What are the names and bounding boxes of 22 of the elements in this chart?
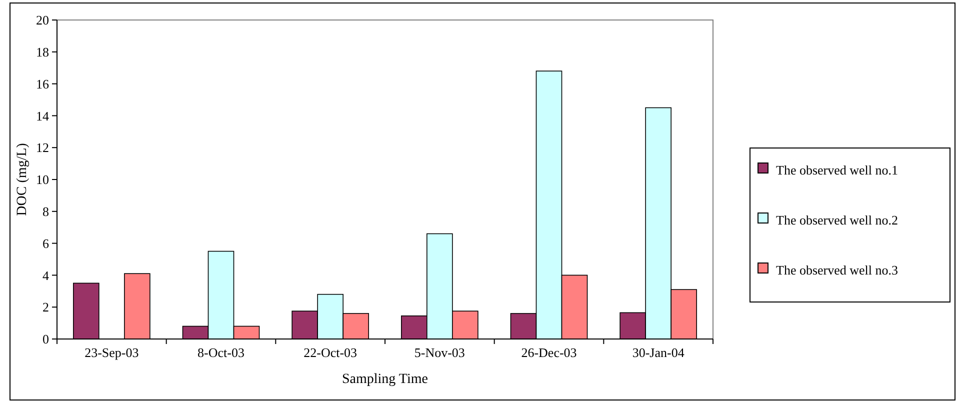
legend-label: The observed well no.1 (776, 162, 898, 178)
y-axis-title: DOC (mg/L) (15, 142, 30, 216)
y-tick-label: 16 (36, 76, 50, 92)
x-tick-label: 26-Dec-03 (521, 345, 577, 360)
y-tick-label: 0 (42, 332, 49, 347)
y-tick-label: 8 (42, 204, 49, 219)
y-tick-label: 4 (42, 268, 50, 283)
y-tick-label: 14 (36, 108, 50, 124)
x-axis-title: Sampling Time (342, 372, 428, 387)
y-tick-label: 10 (36, 172, 49, 188)
y-tick-label: 12 (36, 140, 49, 156)
y-tick-label: 6 (42, 236, 50, 251)
y-tick-label: 18 (36, 44, 49, 60)
x-tick-label: 23-Sep-03 (84, 345, 139, 360)
legend-label: The observed well no.2 (776, 212, 898, 228)
x-tick-label: 5-Nov-03 (414, 345, 465, 360)
y-tick-label: 2 (42, 300, 49, 315)
x-tick-label: 8-Oct-03 (198, 345, 244, 360)
x-tick-label: 22-Oct-03 (304, 345, 358, 360)
y-tick-label: 20 (36, 12, 49, 28)
x-tick-label: 30-Jan-04 (632, 345, 685, 360)
legend-label: The observed well no.3 (776, 262, 898, 278)
